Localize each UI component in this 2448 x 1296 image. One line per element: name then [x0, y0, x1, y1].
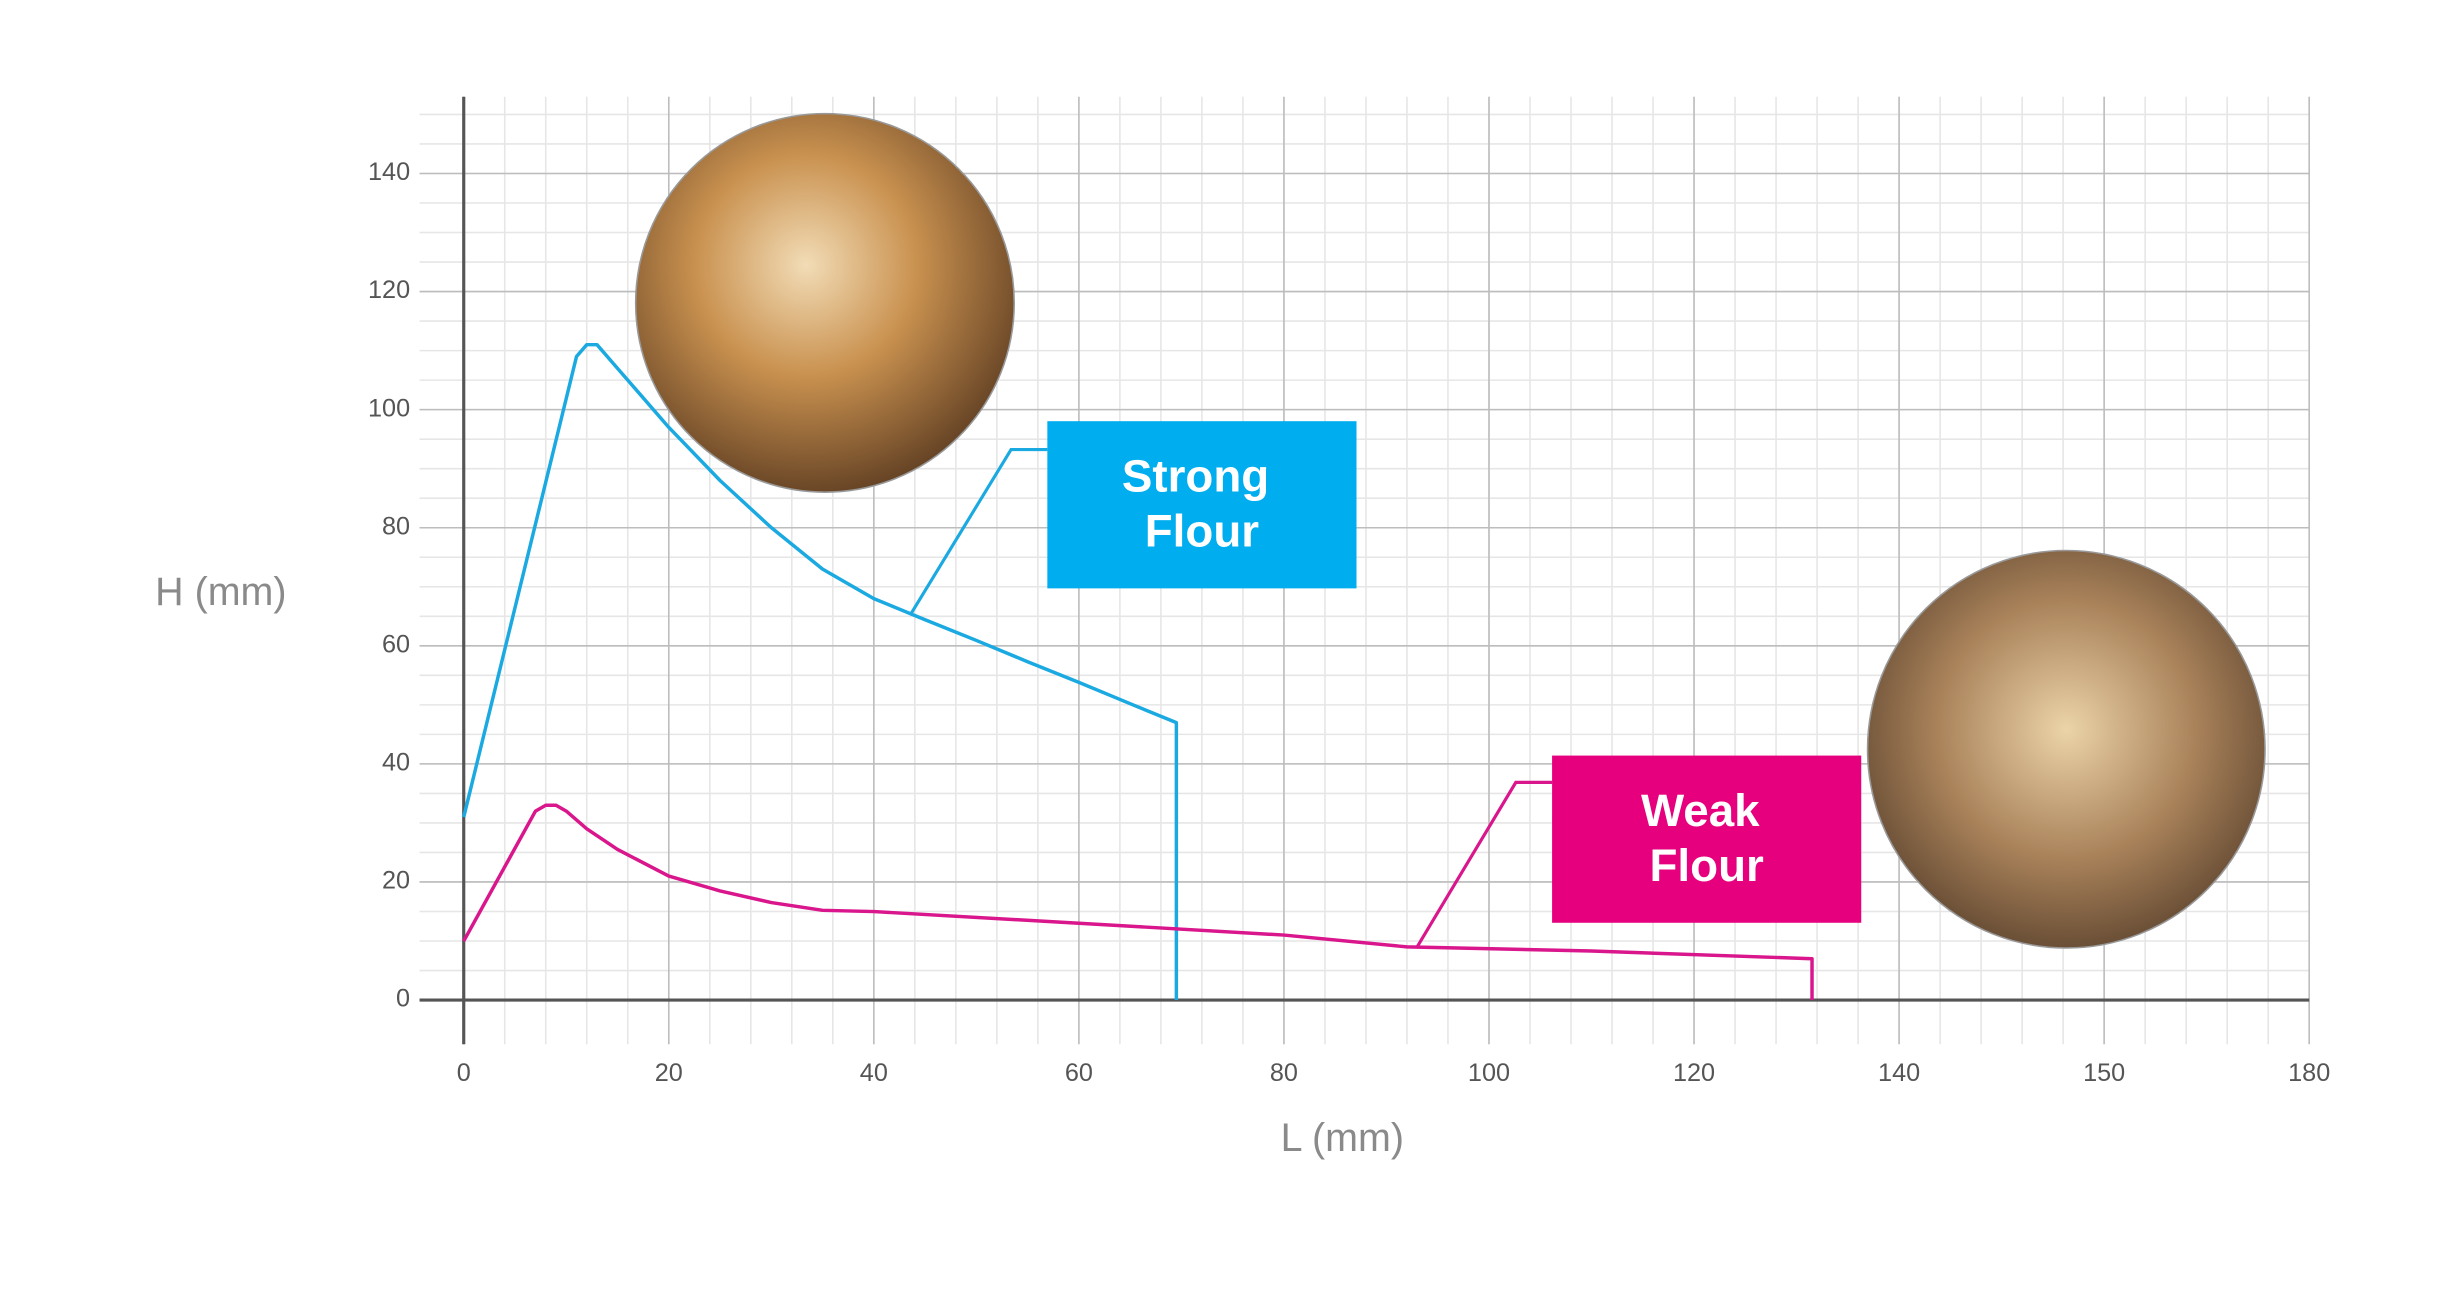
bread-photo	[634, 112, 1016, 493]
label-box	[1552, 755, 1862, 923]
legend-label: Weak Flour	[1641, 785, 1772, 891]
x-tick-label: 120	[1673, 1059, 1715, 1087]
x-tick-label: 0	[457, 1059, 471, 1087]
x-tick-label: 60	[1065, 1059, 1093, 1087]
y-tick-label: 20	[382, 867, 410, 895]
y-tick-label: 80	[382, 512, 410, 540]
y-tick-label: 60	[382, 630, 410, 658]
wafer-photo	[1866, 549, 2266, 949]
x-tick-label: 20	[655, 1059, 683, 1087]
series-line	[462, 342, 1179, 1001]
legend-label: Strong Flour	[1122, 451, 1282, 557]
series-line	[462, 803, 1814, 1001]
label-box	[1047, 421, 1357, 589]
y-tick-label: 140	[368, 158, 410, 186]
y-axis-title: H (mm)	[155, 570, 286, 614]
x-tick-label: 180	[2288, 1059, 2330, 1087]
x-tick-label: 80	[1270, 1059, 1298, 1087]
leader-line	[908, 447, 1048, 617]
x-axis-title: L (mm)	[1281, 1116, 1404, 1160]
y-tick-label: 100	[368, 394, 410, 422]
x-tick-label: 150	[2083, 1059, 2125, 1087]
x-tick-label: 140	[1878, 1059, 1920, 1087]
y-tick-label: 0	[396, 985, 410, 1013]
x-tick-label: 100	[1468, 1059, 1510, 1087]
y-tick-label: 120	[368, 276, 410, 304]
y-tick-label: 40	[382, 749, 410, 777]
x-tick-label: 40	[860, 1059, 888, 1087]
leader-line	[1415, 780, 1553, 949]
